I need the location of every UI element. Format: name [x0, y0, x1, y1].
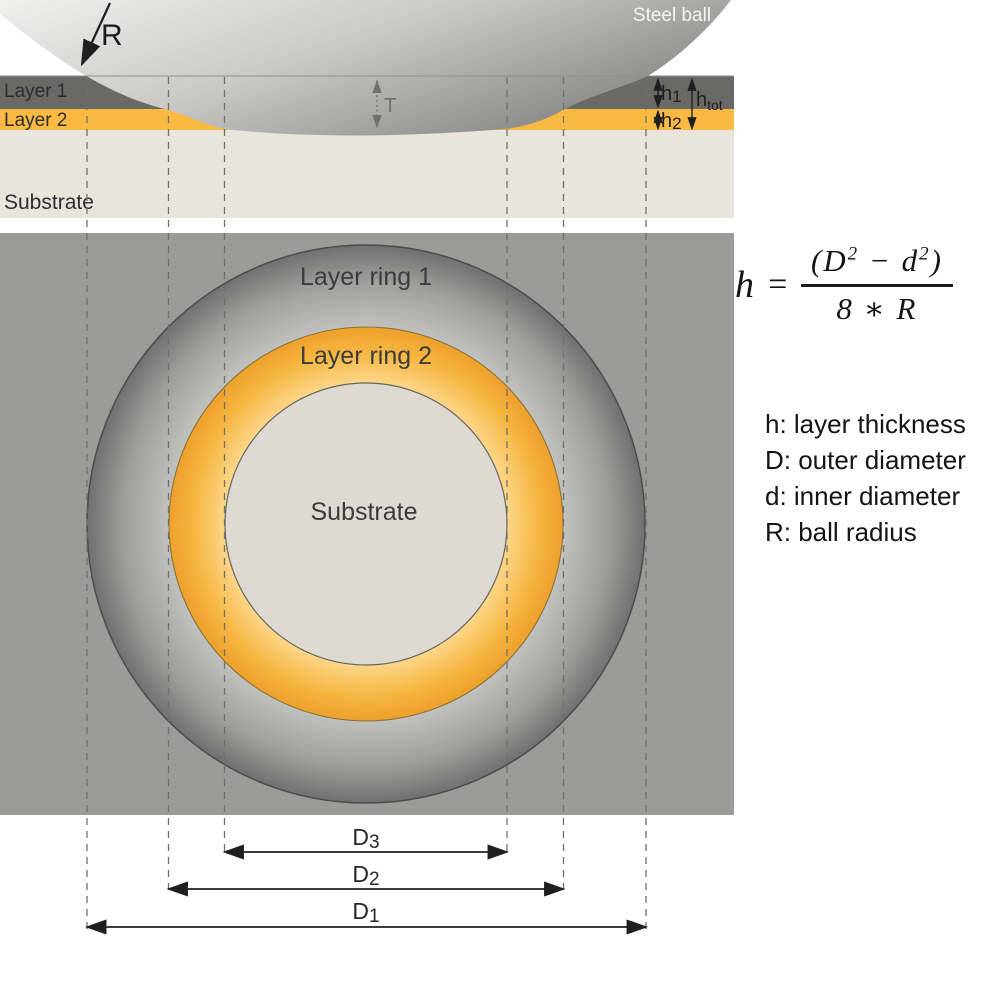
formula-num-exp1: 2: [847, 243, 860, 265]
d3-label-base: D: [352, 824, 369, 850]
d1-label-base: D: [352, 898, 369, 924]
legend-item-D: D: outer diameter: [765, 445, 966, 475]
steel-ball-label: Steel ball: [633, 5, 711, 26]
projection-guides: [86, 77, 647, 930]
htot-label: htot: [696, 89, 723, 113]
formula-num-open: (D: [810, 243, 848, 278]
substrate-band-label: Substrate: [4, 191, 94, 214]
layer2-label: Layer 2: [4, 110, 67, 131]
formula-num-close: ): [930, 243, 943, 278]
formula-lhs: h: [735, 264, 754, 306]
depth-label-text: T: [384, 95, 396, 117]
d3-label-sub: 3: [369, 832, 380, 853]
diameter-dimensions: D3 D2 D1: [84, 824, 649, 935]
d2-label-sub: 2: [369, 869, 380, 890]
radius-label: R: [101, 19, 123, 52]
d3-label: D3: [352, 824, 379, 853]
formula-num-minus: − d: [859, 243, 920, 278]
legend-item-R: R: ball radius: [765, 517, 917, 547]
d2-label-base: D: [352, 861, 369, 887]
top-view: Layer ring 1 Layer ring 2 Substrate: [0, 233, 734, 815]
cross-section-view: R Layer 1 Layer 2 Substrate Steel ball T…: [0, 0, 734, 218]
depth-label: T: [384, 95, 396, 117]
formula-denominator: 8 ∗ R: [836, 291, 918, 326]
h1-label: h1: [661, 83, 682, 106]
formula-equals: =: [766, 266, 789, 303]
d1-label: D1: [352, 898, 379, 927]
layer-ring-2-label: Layer ring 2: [300, 342, 432, 370]
substrate-band: [0, 130, 734, 218]
d2-label: D2: [352, 861, 379, 890]
legend: h: layer thickness D: outer diameter d: …: [765, 406, 966, 550]
layer-ring-1-label: Layer ring 1: [300, 263, 432, 291]
thickness-formula: h = (D2 − d2) 8 ∗ R: [735, 243, 953, 327]
layer1-label: Layer 1: [4, 81, 67, 102]
formula-fraction: (D2 − d2) 8 ∗ R: [800, 243, 953, 327]
htot-label-base: h: [696, 89, 707, 111]
legend-item-d: d: inner diameter: [765, 481, 961, 511]
radius-arrow: [80, 2, 111, 67]
h2-label-base: h: [661, 110, 672, 132]
h1-label-base: h: [661, 83, 672, 105]
h2-label: h2: [661, 110, 682, 133]
legend-item-h: h: layer thickness: [765, 409, 966, 439]
steel-ball: [0, 0, 731, 136]
formula-num-exp2: 2: [919, 243, 931, 265]
h2-label-sub: 2: [672, 114, 681, 133]
h1-label-sub: 1: [672, 87, 681, 106]
d1-label-sub: 1: [369, 906, 380, 927]
formula-numerator: (D2 − d2): [800, 243, 953, 287]
htot-label-sub: tot: [707, 97, 723, 113]
substrate-circle-label: Substrate: [310, 498, 417, 526]
